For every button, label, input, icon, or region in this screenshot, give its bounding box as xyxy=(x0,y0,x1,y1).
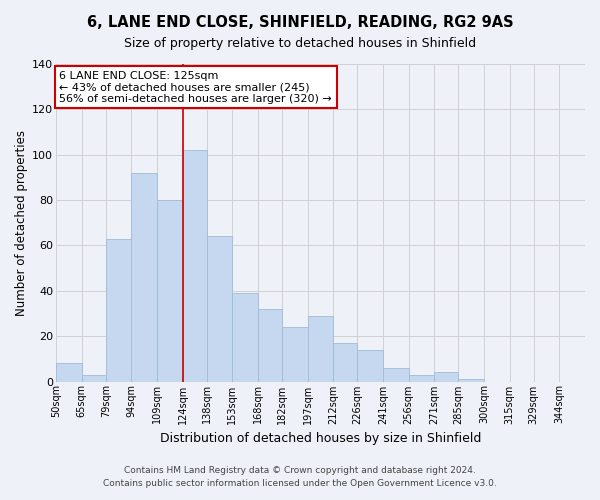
Bar xyxy=(334,343,358,382)
Bar xyxy=(157,200,183,382)
Text: 6, LANE END CLOSE, SHINFIELD, READING, RG2 9AS: 6, LANE END CLOSE, SHINFIELD, READING, R… xyxy=(86,15,514,30)
Bar xyxy=(183,150,207,382)
Bar xyxy=(383,368,409,382)
X-axis label: Distribution of detached houses by size in Shinfield: Distribution of detached houses by size … xyxy=(160,432,481,445)
Bar xyxy=(409,374,434,382)
Bar xyxy=(434,372,458,382)
Bar xyxy=(308,316,334,382)
Bar xyxy=(131,173,157,382)
Bar xyxy=(106,238,131,382)
Bar xyxy=(282,327,308,382)
Bar xyxy=(358,350,383,382)
Y-axis label: Number of detached properties: Number of detached properties xyxy=(15,130,28,316)
Bar xyxy=(458,379,484,382)
Text: 6 LANE END CLOSE: 125sqm
← 43% of detached houses are smaller (245)
56% of semi-: 6 LANE END CLOSE: 125sqm ← 43% of detach… xyxy=(59,71,332,104)
Bar xyxy=(82,374,106,382)
Text: Contains HM Land Registry data © Crown copyright and database right 2024.
Contai: Contains HM Land Registry data © Crown c… xyxy=(103,466,497,487)
Text: Size of property relative to detached houses in Shinfield: Size of property relative to detached ho… xyxy=(124,38,476,51)
Bar xyxy=(56,364,82,382)
Bar xyxy=(207,236,232,382)
Bar xyxy=(232,293,258,382)
Bar xyxy=(258,309,282,382)
